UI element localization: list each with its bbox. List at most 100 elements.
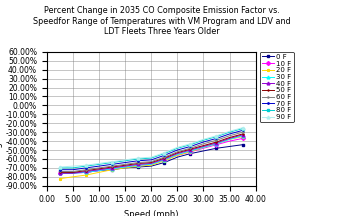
80 F bbox=[162, 152, 166, 155]
Line: 50 F: 50 F bbox=[58, 133, 244, 174]
30 F bbox=[58, 172, 62, 175]
90 F bbox=[188, 143, 193, 145]
70 F bbox=[149, 159, 153, 161]
20 F bbox=[97, 171, 101, 174]
10 F bbox=[240, 137, 245, 140]
80 F bbox=[71, 167, 75, 169]
20 F bbox=[240, 135, 245, 138]
0 F bbox=[188, 152, 193, 155]
20 F bbox=[110, 168, 114, 171]
20 F bbox=[175, 154, 180, 157]
50 F bbox=[162, 157, 166, 159]
70 F bbox=[136, 159, 140, 162]
90 F bbox=[84, 164, 88, 167]
X-axis label: Speed (mph): Speed (mph) bbox=[124, 210, 179, 216]
60 F bbox=[149, 160, 153, 163]
Line: 90 F: 90 F bbox=[58, 126, 244, 168]
60 F bbox=[123, 163, 127, 166]
40 F bbox=[71, 172, 75, 175]
80 F bbox=[240, 127, 245, 130]
50 F bbox=[58, 171, 62, 174]
40 F bbox=[84, 170, 88, 173]
40 F bbox=[188, 149, 193, 151]
30 F bbox=[240, 135, 245, 137]
30 F bbox=[228, 138, 232, 141]
50 F bbox=[84, 169, 88, 172]
50 F bbox=[228, 136, 232, 139]
30 F bbox=[123, 166, 127, 168]
40 F bbox=[136, 163, 140, 166]
0 F bbox=[175, 156, 180, 159]
70 F bbox=[123, 161, 127, 164]
0 F bbox=[136, 166, 140, 168]
0 F bbox=[84, 171, 88, 174]
90 F bbox=[175, 146, 180, 149]
60 F bbox=[162, 156, 166, 159]
10 F bbox=[214, 143, 219, 146]
10 F bbox=[228, 140, 232, 142]
70 F bbox=[175, 149, 180, 151]
20 F bbox=[123, 167, 127, 169]
90 F bbox=[123, 159, 127, 161]
70 F bbox=[188, 145, 193, 148]
90 F bbox=[228, 130, 232, 133]
20 F bbox=[58, 177, 62, 180]
10 F bbox=[84, 171, 88, 174]
Legend: 0 F, 10 F, 20 F, 30 F, 40 F, 50 F, 60 F, 70 F, 80 F, 90 F: 0 F, 10 F, 20 F, 30 F, 40 F, 50 F, 60 F,… bbox=[260, 52, 294, 122]
60 F bbox=[188, 147, 193, 149]
50 F bbox=[240, 133, 245, 135]
10 F bbox=[110, 167, 114, 170]
20 F bbox=[214, 143, 219, 145]
70 F bbox=[240, 129, 245, 132]
50 F bbox=[110, 166, 114, 168]
Text: Percent Change in 2035 CO Composite Emission Factor vs.
Speedfor Range of Temper: Percent Change in 2035 CO Composite Emis… bbox=[33, 6, 291, 36]
Line: 60 F: 60 F bbox=[58, 131, 244, 173]
0 F bbox=[123, 167, 127, 169]
0 F bbox=[149, 165, 153, 167]
70 F bbox=[201, 141, 206, 143]
30 F bbox=[84, 171, 88, 174]
10 F bbox=[201, 147, 206, 149]
50 F bbox=[123, 164, 127, 167]
Line: 80 F: 80 F bbox=[58, 127, 244, 169]
90 F bbox=[240, 126, 245, 129]
60 F bbox=[228, 135, 232, 137]
Line: 20 F: 20 F bbox=[58, 135, 244, 180]
Line: 40 F: 40 F bbox=[58, 133, 244, 175]
10 F bbox=[136, 164, 140, 167]
80 F bbox=[228, 131, 232, 133]
90 F bbox=[71, 165, 75, 167]
40 F bbox=[58, 172, 62, 175]
20 F bbox=[201, 146, 206, 149]
60 F bbox=[136, 161, 140, 164]
60 F bbox=[58, 170, 62, 173]
0 F bbox=[240, 143, 245, 146]
40 F bbox=[201, 145, 206, 148]
90 F bbox=[201, 138, 206, 141]
80 F bbox=[84, 165, 88, 167]
80 F bbox=[214, 135, 219, 138]
Line: 30 F: 30 F bbox=[58, 134, 244, 175]
50 F bbox=[188, 148, 193, 151]
10 F bbox=[175, 154, 180, 157]
40 F bbox=[162, 158, 166, 160]
40 F bbox=[149, 162, 153, 165]
90 F bbox=[136, 157, 140, 159]
0 F bbox=[214, 147, 219, 149]
80 F bbox=[97, 163, 101, 166]
80 F bbox=[58, 167, 62, 169]
80 F bbox=[110, 161, 114, 164]
30 F bbox=[162, 159, 166, 161]
30 F bbox=[188, 150, 193, 152]
80 F bbox=[123, 159, 127, 162]
10 F bbox=[71, 172, 75, 175]
0 F bbox=[162, 161, 166, 164]
50 F bbox=[214, 141, 219, 143]
60 F bbox=[240, 131, 245, 133]
10 F bbox=[162, 159, 166, 161]
70 F bbox=[214, 137, 219, 140]
50 F bbox=[175, 151, 180, 154]
70 F bbox=[71, 168, 75, 171]
70 F bbox=[162, 154, 166, 157]
50 F bbox=[136, 162, 140, 165]
